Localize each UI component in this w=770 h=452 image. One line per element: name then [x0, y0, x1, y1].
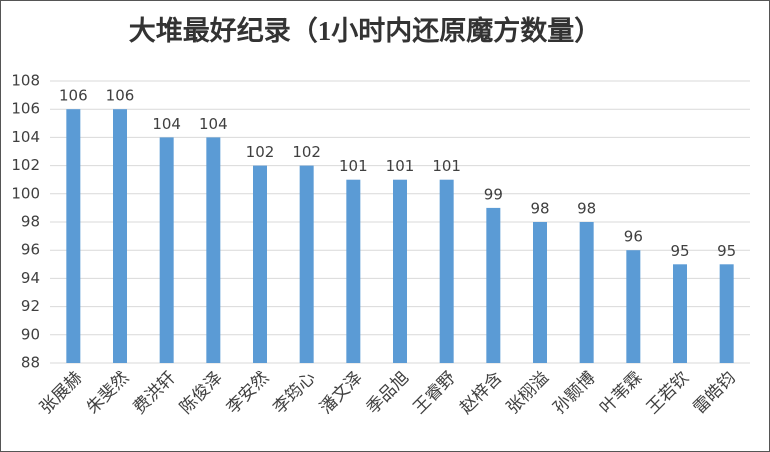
bar	[439, 179, 454, 363]
y-tick-label: 94	[21, 269, 40, 287]
data-label: 99	[484, 185, 503, 203]
data-label: 95	[670, 242, 689, 260]
y-tick-label: 90	[21, 325, 40, 343]
y-tick-label: 88	[21, 354, 40, 372]
bar	[673, 264, 687, 363]
y-tick-label: 102	[11, 156, 40, 174]
bar	[393, 179, 407, 363]
bar	[113, 109, 127, 363]
y-tick-label: 96	[21, 241, 40, 259]
bar	[579, 222, 594, 363]
y-tick-label: 98	[21, 213, 40, 231]
data-label: 106	[59, 87, 88, 105]
data-label: 102	[246, 143, 275, 161]
bar	[299, 165, 314, 363]
bar	[486, 207, 501, 363]
data-label: 98	[530, 200, 549, 218]
bar	[159, 137, 174, 363]
data-label: 96	[624, 228, 643, 246]
data-label: 101	[432, 157, 461, 175]
data-label: 101	[339, 157, 368, 175]
bar	[533, 222, 547, 363]
data-label: 104	[152, 115, 181, 133]
data-label: 98	[577, 200, 596, 218]
bar	[253, 165, 267, 363]
data-label: 106	[106, 87, 135, 105]
y-tick-label: 100	[11, 184, 40, 202]
chart-title: 大堆最好纪录（1小时内还原魔方数量）	[129, 15, 602, 46]
bar	[626, 250, 641, 363]
data-label: 95	[717, 242, 736, 260]
bar	[66, 109, 81, 363]
y-tick-label: 108	[11, 72, 40, 90]
data-label: 102	[292, 143, 321, 161]
bar	[346, 179, 361, 363]
bar	[719, 264, 734, 363]
bar	[206, 137, 221, 363]
y-tick-label: 92	[21, 297, 40, 315]
data-label: 101	[386, 157, 415, 175]
y-tick-label: 104	[11, 128, 40, 146]
y-tick-label: 106	[11, 100, 40, 118]
data-label: 104	[199, 115, 228, 133]
